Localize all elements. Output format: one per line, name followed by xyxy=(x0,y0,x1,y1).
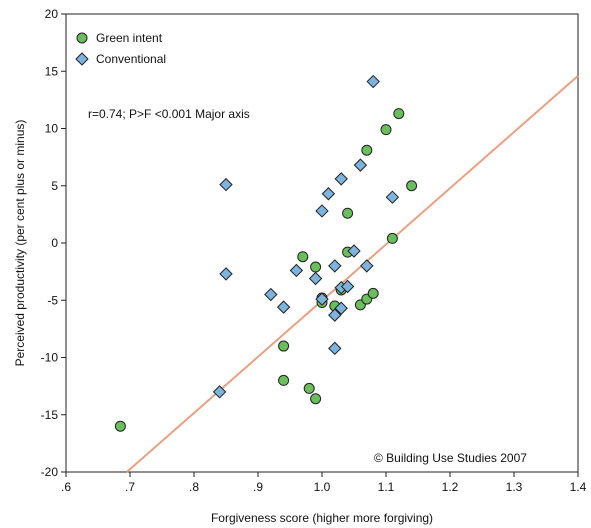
y-tick-label: -15 xyxy=(41,408,59,422)
data-point-conventional xyxy=(315,204,329,218)
data-point-green-intent xyxy=(303,382,315,394)
data-point-conventional xyxy=(219,177,233,192)
data-point-conventional xyxy=(360,259,374,273)
y-tick-label: 0 xyxy=(51,236,58,250)
x-tick-label: .6 xyxy=(61,480,71,494)
legend-label-green-intent: Green intent xyxy=(96,31,163,45)
data-point-green-intent xyxy=(406,180,418,192)
data-points xyxy=(114,74,418,432)
legend-marker-conventional xyxy=(75,52,89,66)
data-point-conventional xyxy=(321,187,336,201)
data-point-conventional xyxy=(366,74,380,89)
data-point-green-intent xyxy=(380,124,392,136)
x-tick-label: 1.4 xyxy=(570,480,587,494)
x-tick-label: 1.2 xyxy=(442,480,459,494)
copyright-credit: © Building Use Studies 2007 xyxy=(374,451,527,465)
data-point-conventional xyxy=(340,279,355,294)
plot-area xyxy=(65,13,579,473)
data-point-green-intent xyxy=(361,144,373,156)
data-point-green-intent xyxy=(386,232,398,244)
y-tick-label: 5 xyxy=(51,179,58,193)
data-point-conventional xyxy=(353,158,368,172)
data-point-conventional xyxy=(264,287,278,302)
x-tick-label: 1.0 xyxy=(314,480,331,494)
data-point-conventional xyxy=(328,259,342,273)
data-point-green-intent xyxy=(297,251,309,263)
data-point-conventional xyxy=(289,263,304,278)
x-tick-label: 1.1 xyxy=(378,480,395,494)
data-point-conventional xyxy=(212,385,227,399)
x-axis-title: Forgiveness score (higher more forgiving… xyxy=(211,511,433,525)
data-point-green-intent xyxy=(278,374,290,386)
x-tick-label: .8 xyxy=(189,480,199,494)
regression-line xyxy=(126,75,579,473)
x-tick-label: .9 xyxy=(253,480,263,494)
data-point-green-intent xyxy=(114,420,126,432)
axis-ticks: .6 .7 .8 .9 1.0 1.1 1.2 1.3 1.4 -20 -15 -10 -5 0 5 10 15… xyxy=(41,7,587,494)
x-tick-label: .7 xyxy=(125,480,135,494)
data-point-conventional xyxy=(334,301,348,315)
data-point-green-intent xyxy=(342,207,354,219)
y-tick-label: 20 xyxy=(45,7,59,21)
legend-label-conventional: Conventional xyxy=(96,52,166,66)
y-tick-label: -5 xyxy=(47,293,58,307)
y-axis-title: Perceived productivity (per cent plus or… xyxy=(13,120,27,367)
data-point-green-intent xyxy=(393,108,405,120)
data-point-conventional xyxy=(315,292,329,306)
stats-annotation: r=0.74; P>F <0.001 Major axis xyxy=(88,107,250,121)
legend: Green intent Conventional xyxy=(75,31,166,66)
data-point-green-intent xyxy=(310,261,322,273)
data-point-conventional xyxy=(347,244,361,258)
y-tick-label: 10 xyxy=(45,122,59,136)
data-point-green-intent xyxy=(278,340,290,352)
data-point-conventional xyxy=(219,267,233,281)
data-point-conventional xyxy=(308,271,323,286)
y-tick-label: -10 xyxy=(41,351,59,365)
data-point-conventional xyxy=(276,300,291,314)
data-point-conventional xyxy=(334,172,348,186)
fit-line-group xyxy=(126,75,579,473)
data-point-conventional xyxy=(385,190,400,204)
y-tick-label: -20 xyxy=(41,465,59,479)
x-tick-label: 1.3 xyxy=(506,480,523,494)
data-point-conventional xyxy=(328,308,342,322)
legend-marker-green-intent xyxy=(76,32,88,44)
data-point-green-intent xyxy=(367,287,379,299)
data-point-green-intent xyxy=(310,393,322,405)
y-tick-label: 15 xyxy=(45,64,59,78)
data-point-conventional xyxy=(328,341,342,356)
